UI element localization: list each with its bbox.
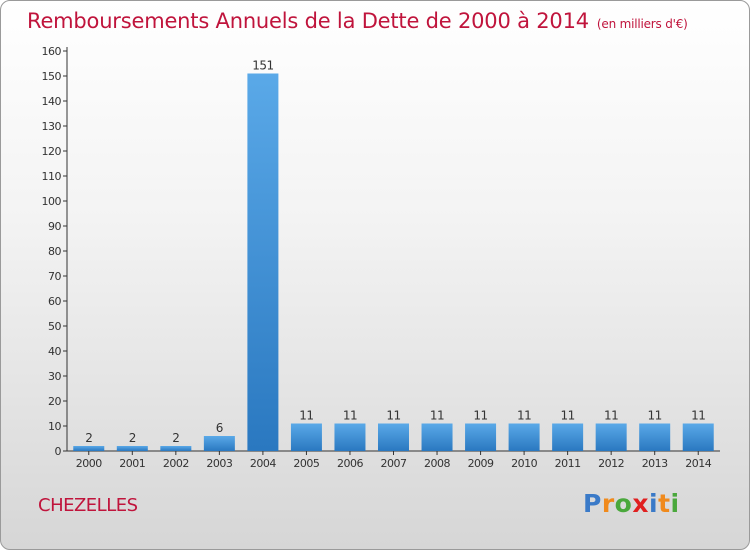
y-tick-label: 30 — [48, 370, 61, 383]
bar-2008 — [421, 423, 453, 451]
data-label: 151 — [252, 59, 273, 73]
logo-letter: r — [601, 489, 615, 518]
data-label: 11 — [430, 409, 444, 423]
y-tick-label: 110 — [42, 170, 62, 183]
y-tick-label: 140 — [42, 95, 62, 108]
data-label: 11 — [691, 409, 705, 423]
y-tick-label: 130 — [42, 120, 62, 133]
bar-2011 — [552, 423, 584, 451]
bar-2003 — [203, 436, 235, 451]
chart-title-text: Remboursements Annuels de la Dette de 20… — [27, 9, 589, 33]
data-label: 6 — [216, 421, 223, 435]
data-label: 11 — [299, 409, 313, 423]
y-tick-label: 70 — [48, 270, 61, 283]
data-labels: 2 2 2 6 151 11 11 11 11 11 11 11 11 11 11 — [85, 59, 706, 446]
bar-2014 — [682, 423, 714, 451]
data-label: 11 — [648, 409, 662, 423]
logo-letter: i — [670, 489, 680, 518]
x-tick-label: 2013 — [642, 457, 668, 470]
data-label: 11 — [604, 409, 618, 423]
y-tick-label: 150 — [42, 70, 62, 83]
y-tick-label: 60 — [48, 295, 61, 308]
data-label: 2 — [85, 431, 92, 445]
y-tick-label: 90 — [48, 220, 61, 233]
data-label: 2 — [129, 431, 136, 445]
bars — [73, 73, 714, 451]
y-axis: 0 10 20 30 40 50 60 70 80 90 100 110 120 130 140 150 160 — [42, 45, 68, 458]
data-label: 2 — [172, 431, 179, 445]
logo-letter: t — [658, 489, 671, 518]
x-tick-label: 2002 — [163, 457, 189, 470]
logo-letter: i — [649, 489, 659, 518]
chart-unit: (en milliers d'€) — [596, 17, 688, 31]
x-tick-label: 2001 — [119, 457, 145, 470]
x-tick-label: 2005 — [293, 457, 319, 470]
x-tick-label: 2014 — [685, 457, 711, 470]
x-tick-label: 2012 — [598, 457, 624, 470]
data-label: 11 — [517, 409, 531, 423]
x-tick-label: 2006 — [337, 457, 363, 470]
bar-2010 — [508, 423, 540, 451]
commune-name: CHEZELLES — [38, 495, 138, 516]
data-label: 11 — [386, 409, 400, 423]
x-axis: 2000 2001 2002 2003 2004 2005 2006 2007 2008 2009… — [67, 450, 720, 470]
bar-2001 — [116, 446, 148, 451]
x-tick-label: 2004 — [250, 457, 276, 470]
y-tick-label: 120 — [42, 145, 62, 158]
x-tick-label: 2007 — [381, 457, 407, 470]
logo-letter: x — [632, 489, 649, 518]
y-tick-label: 160 — [42, 45, 62, 58]
y-tick-label: 20 — [48, 395, 61, 408]
bar-2000 — [73, 446, 105, 451]
data-label: 11 — [473, 409, 487, 423]
bar-2006 — [334, 423, 366, 451]
x-tick-label: 2009 — [468, 457, 494, 470]
y-tick-label: 100 — [42, 195, 62, 208]
logo-letter: o — [614, 489, 633, 518]
logo-letter: P — [583, 489, 602, 518]
bar-2012 — [595, 423, 627, 451]
data-label: 11 — [343, 409, 357, 423]
x-tick-label: 2010 — [511, 457, 537, 470]
y-tick-label: 50 — [48, 320, 61, 333]
bar-2005 — [290, 423, 322, 451]
chart-title: Remboursements Annuels de la Dette de 20… — [27, 9, 688, 33]
proxiti-logo: Proxiti — [583, 489, 680, 518]
bar-2007 — [378, 423, 409, 451]
y-tick-label: 40 — [48, 345, 61, 358]
y-tick-label: 80 — [48, 245, 61, 258]
bar-2013 — [639, 423, 671, 451]
y-tick-label: 10 — [48, 420, 61, 433]
x-tick-label: 2003 — [206, 457, 232, 470]
x-tick-label: 2011 — [555, 457, 581, 470]
data-label: 11 — [560, 409, 574, 423]
x-tick-label: 2000 — [76, 457, 102, 470]
bar-2004 — [247, 73, 279, 451]
y-tick-label: 0 — [55, 445, 62, 458]
x-tick-label: 2008 — [424, 457, 450, 470]
bar-2002 — [160, 446, 192, 451]
bar-2009 — [465, 423, 497, 451]
